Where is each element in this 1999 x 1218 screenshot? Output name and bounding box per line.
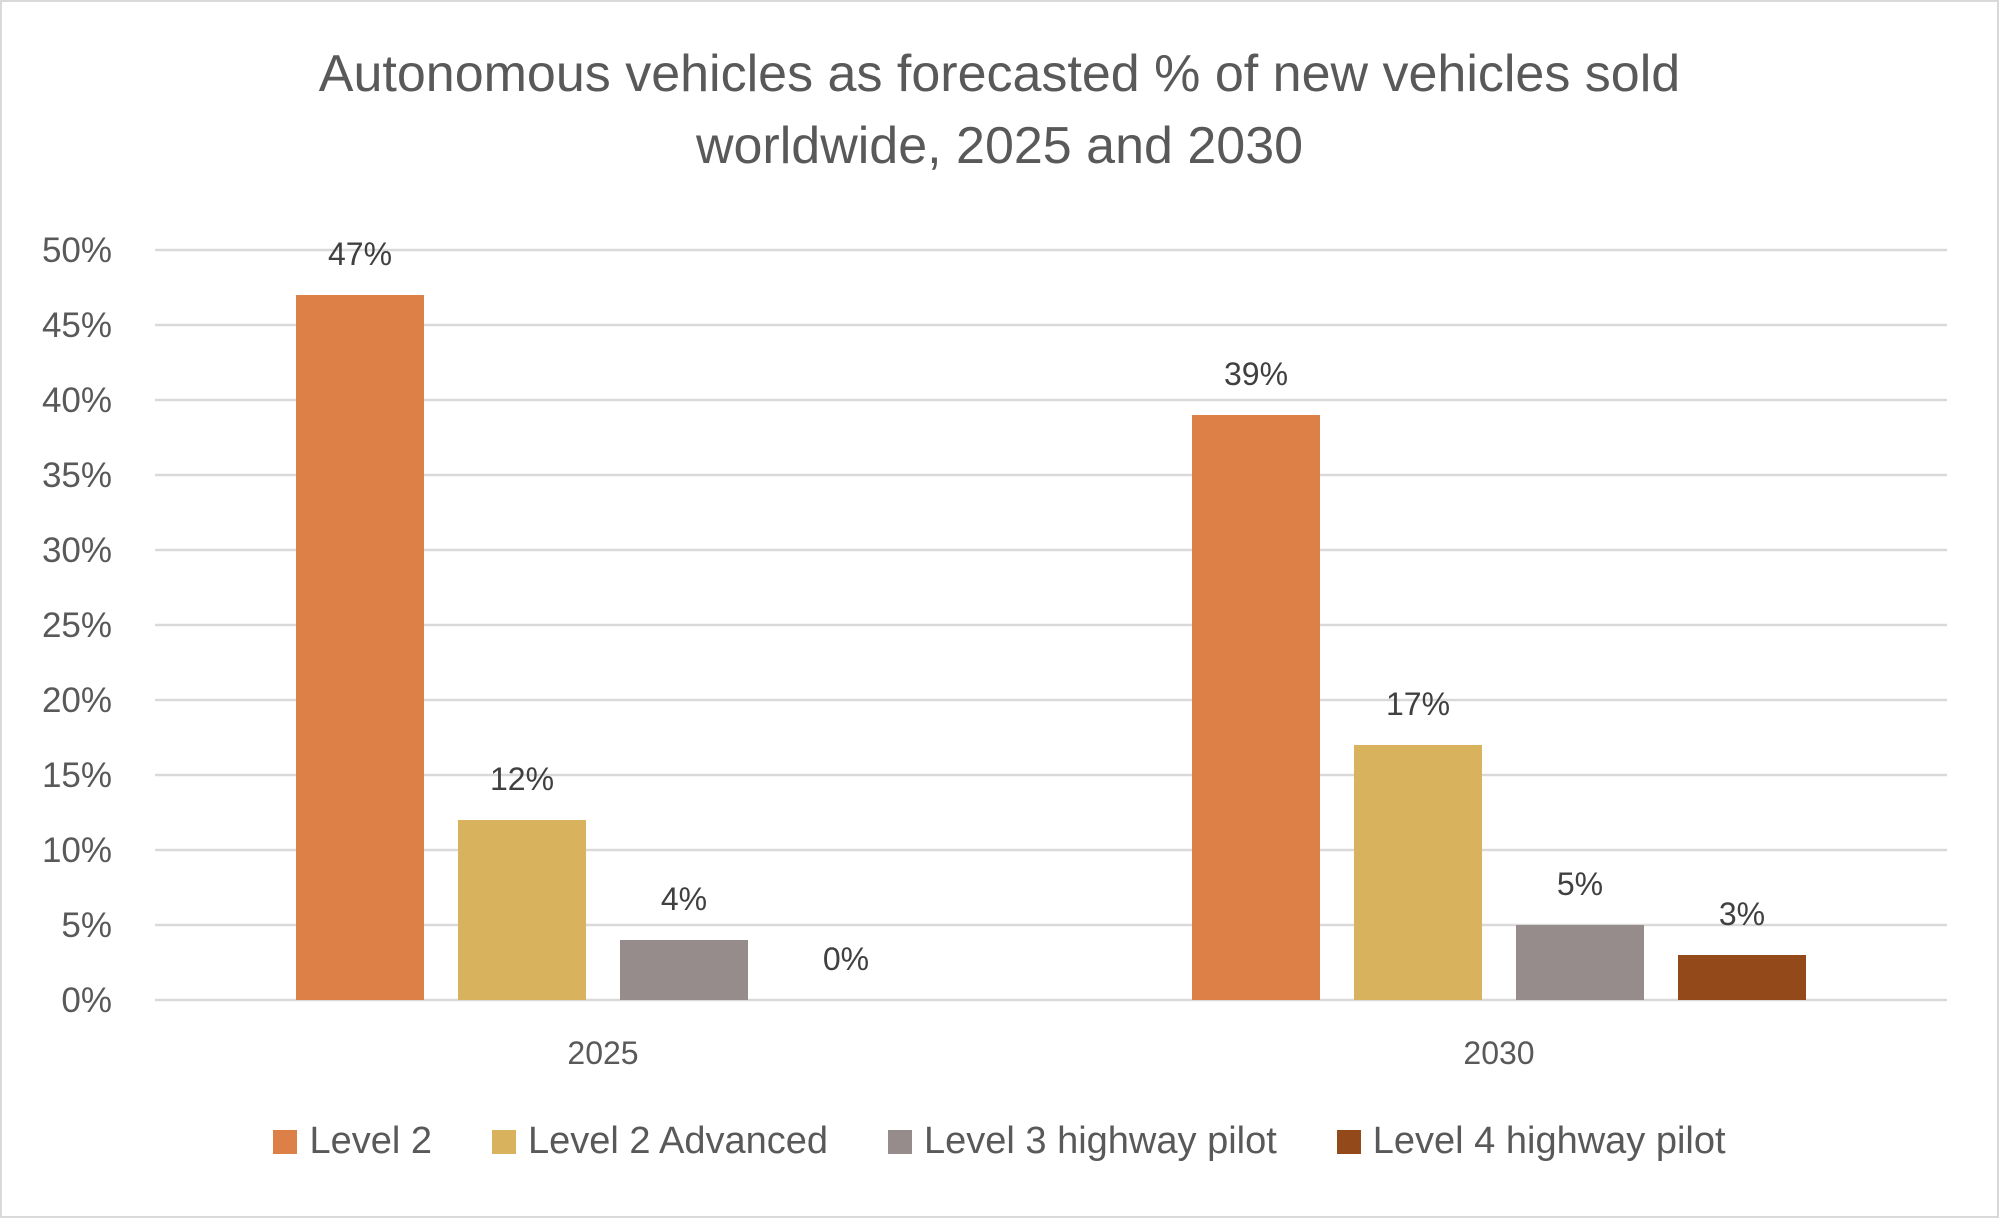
y-tick-label: 0% — [61, 981, 112, 1020]
data-label: 39% — [1224, 356, 1288, 392]
legend-swatch-icon — [888, 1129, 912, 1154]
legend-item: Level 2 Advanced — [491, 1120, 828, 1163]
chart-title-line-1: Autonomous vehicles as forecasted % of n… — [318, 45, 1681, 103]
y-tick-label: 20% — [42, 681, 112, 720]
data-label: 4% — [661, 881, 707, 917]
legend-label: Level 2 Advanced — [527, 1120, 828, 1162]
chart-title-line-2: worldwide, 2025 and 2030 — [695, 117, 1304, 175]
legend: Level 2 Level 2 Advanced Level 3 highway p… — [0, 1120, 1999, 1163]
legend-swatch-icon — [1336, 1129, 1361, 1154]
legend-label: Level 4 highway pilot — [1372, 1120, 1726, 1162]
data-label: 17% — [1386, 686, 1450, 722]
legend-swatch-icon — [273, 1129, 298, 1154]
bar-level-4-highway-pilot-2030 — [1678, 955, 1806, 1000]
bar-level-2-2025 — [296, 295, 424, 1000]
legend-swatch-icon — [491, 1129, 516, 1154]
legend-item: Level 2 — [273, 1120, 432, 1163]
legend-label: Level 2 — [309, 1120, 432, 1162]
y-tick-label: 15% — [42, 756, 112, 795]
x-category-label: 2030 — [1463, 1035, 1534, 1071]
bar-level-3-highway-pilot-2025 — [620, 940, 748, 1000]
data-label: 5% — [1557, 866, 1603, 902]
y-tick-label: 45% — [42, 306, 112, 345]
data-label: 47% — [328, 236, 392, 272]
bar-level-2-advanced-2025 — [458, 820, 586, 1000]
y-tick-label: 25% — [42, 606, 112, 645]
chart-title: Autonomous vehicles as forecasted % of n… — [0, 38, 1999, 182]
y-tick-label: 35% — [42, 456, 112, 495]
bar-level-2-2030 — [1192, 415, 1320, 1000]
x-category-label: 2025 — [567, 1035, 638, 1071]
legend-item: Level 3 highway pilot — [888, 1120, 1277, 1163]
bar-level-3-highway-pilot-2030 — [1516, 925, 1644, 1000]
y-tick-label: 40% — [42, 381, 112, 420]
legend-label: Level 3 highway pilot — [924, 1120, 1277, 1162]
data-label: 12% — [490, 761, 554, 797]
legend-item: Level 4 highway pilot — [1336, 1120, 1726, 1163]
bar-level-2-advanced-2030 — [1354, 745, 1482, 1000]
data-label: 3% — [1719, 896, 1765, 932]
y-tick-label: 5% — [61, 906, 112, 945]
y-tick-label: 50% — [42, 231, 112, 270]
y-tick-label: 10% — [42, 831, 112, 870]
data-label: 0% — [823, 941, 869, 977]
y-tick-label: 30% — [42, 531, 112, 570]
